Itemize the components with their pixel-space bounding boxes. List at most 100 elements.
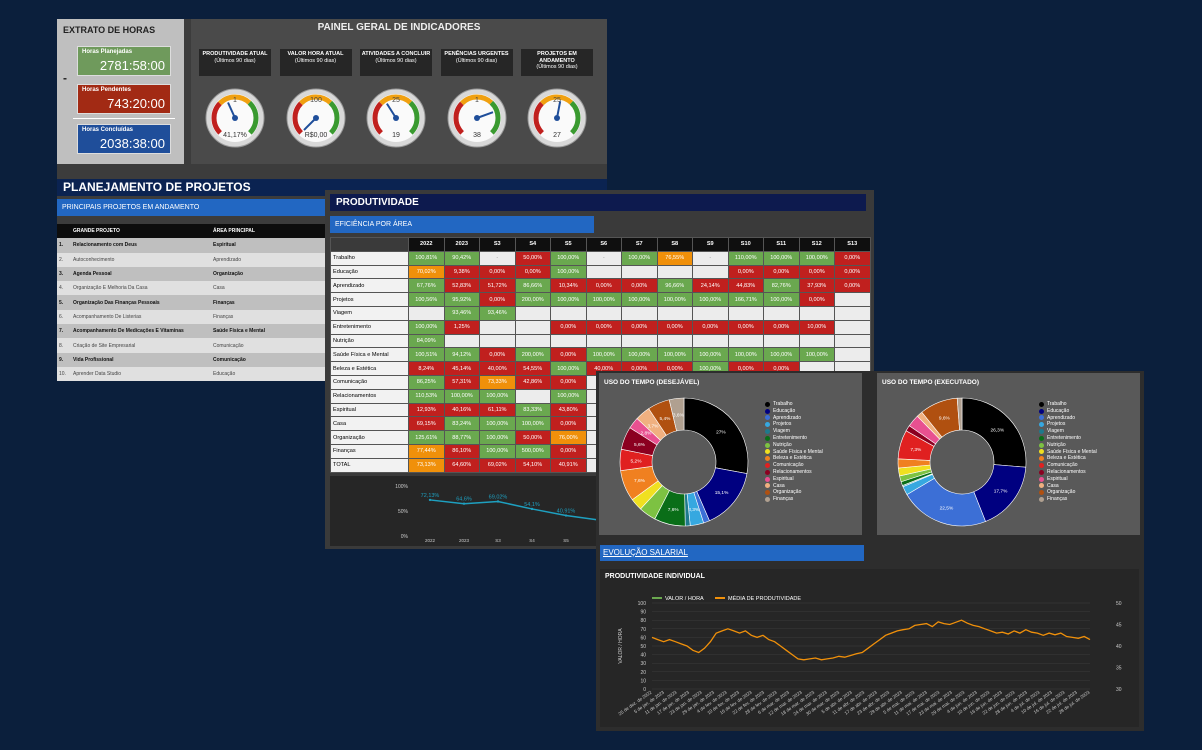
table-cell: 86,66% [514, 278, 551, 294]
gauge-value: 41,17% [223, 132, 247, 139]
table-cell: 42,86% [514, 374, 551, 390]
cell-area: Aprendizado [213, 256, 242, 263]
legend-swatch [1039, 490, 1044, 496]
legend-swatch [765, 483, 770, 489]
slice-label: 3,3% [688, 507, 700, 513]
horas-pendentes-card: Horas Pendentes 743:20:00 [77, 84, 171, 114]
column-header: 2022 [408, 237, 445, 252]
table-cell: 0,00% [585, 319, 622, 335]
table-cell: 100,00% [727, 347, 764, 363]
x-tick-label: 2023 [459, 538, 470, 543]
table-cell: 100,00% [656, 347, 693, 363]
donut-slice [668, 397, 685, 432]
table-cell: 83,24% [443, 416, 480, 432]
table-cell [834, 319, 871, 335]
table-cell: 43,80% [550, 402, 587, 418]
legend-label: Projetos [773, 421, 792, 428]
col-area: ÁREA PRINCIPAL [213, 228, 255, 235]
column-header: S12 [798, 237, 835, 252]
slice-label: 17,7% [994, 489, 1008, 495]
legend-label: Saúde Física e Mental [773, 448, 823, 455]
extrato-de-horas: EXTRATO DE HORAS Horas Planejadas 2781:5… [57, 19, 184, 164]
legend-label: Beleza e Estética [1047, 455, 1086, 462]
gauge-band [379, 94, 413, 106]
kpi-sub: (Últimos 90 dias) [214, 57, 256, 64]
cell-projeto: Autoconhecimento [73, 256, 115, 263]
table-cell [621, 264, 658, 280]
legend-label: Educação [773, 407, 796, 414]
table-cell: 50,00% [514, 250, 551, 266]
donut-slice [956, 397, 963, 431]
legend-label: Aprendizado [773, 414, 802, 421]
legend-swatch [1039, 449, 1044, 455]
row-label: Organização [330, 430, 409, 445]
row-label: Viagem [330, 305, 409, 321]
legend-label: Comunicação [1047, 462, 1078, 469]
legend-swatch [1039, 408, 1044, 414]
row-label: Saúde Física e Mental [330, 347, 409, 363]
table-cell [621, 333, 658, 349]
kpi-sub: (Últimos 90 dias) [375, 57, 417, 64]
table-cell [514, 388, 551, 404]
table-cell: 45,14% [443, 361, 480, 376]
table-cell [834, 305, 871, 321]
produtividade-individual-card: PRODUTIVIDADE INDIVIDUAL VALOR / HORA MÉD… [600, 569, 1139, 727]
uso-desejavel-donut: 27% 15,1% 3,3% 7,6% 7,6% 5,2% 5,6% 2,8% 3,7%5,4%… [619, 397, 749, 527]
legend-label: Relacionamentos [1047, 468, 1086, 475]
kpi-label: PRODUTIVIDADE ATUAL [202, 51, 268, 57]
slice-label: 26,3% [990, 427, 1004, 433]
table-cell: 52,83% [443, 278, 480, 294]
legend-swatch [765, 456, 770, 462]
table-cell: 100,00% [763, 292, 800, 307]
table-cell: 0,00% [550, 347, 587, 363]
gauge-band [489, 100, 500, 135]
table-cell: 10,00% [798, 319, 835, 335]
table-cell: 100,00% [763, 250, 800, 266]
legend-item: Saúde Física e Mental [765, 449, 823, 456]
table-cell: 100,00% [550, 388, 587, 404]
uso-executado-title: USO DO TEMPO (EXECUTADO) [882, 379, 980, 386]
table-cell [727, 305, 764, 321]
row-label: Trabalho [330, 250, 409, 266]
table-cell [692, 333, 729, 349]
legend-swatch [1039, 497, 1044, 503]
legend-swatch [1039, 456, 1044, 462]
table-cell: 95,92% [443, 292, 480, 307]
evolucao-salarial-link[interactable]: EVOLUÇÃO SALARIAL [600, 545, 864, 561]
legend-item: Comunicação [1039, 462, 1097, 469]
slice-label: 5,2% [631, 458, 643, 464]
y-left-tick: 80 [640, 618, 646, 624]
legend-label: Educação [1047, 407, 1070, 414]
table-cell: 100,51% [408, 347, 445, 363]
table-cell: 0,00% [479, 347, 516, 363]
gauge-band [453, 101, 464, 135]
x-tick-label: S3 [495, 538, 501, 543]
table-cell: 54,55% [514, 361, 551, 376]
column-header: S10 [727, 237, 764, 252]
legend-swatch [765, 401, 770, 407]
table-row: Trabalho 100,81% 90,42% -50,00% 100,00% -100,… [330, 250, 871, 266]
kpi-label: PROJETOS EM ANDAMENTO [537, 51, 577, 64]
cell-area: Comunicação [213, 342, 244, 349]
data-label: 69,02% [489, 494, 508, 500]
gauge-band [247, 100, 259, 135]
gauge-max: 100 [310, 97, 322, 104]
table-row: Viagem 93,46% 93,46% [330, 305, 871, 321]
table-cell: 40,00% [479, 361, 516, 376]
table-cell: 0,00% [727, 264, 764, 280]
table-cell [763, 305, 800, 321]
divider [73, 118, 175, 119]
legend-swatch [765, 415, 770, 421]
table-cell: 0,00% [550, 416, 587, 432]
table-cell: 0,00% [656, 319, 693, 335]
table-cell: - [585, 250, 622, 266]
legend-label-valor: VALOR / HORA [665, 596, 704, 602]
horas-pendentes-label: Horas Pendentes [82, 87, 132, 93]
legend-swatch [765, 469, 770, 475]
table-cell: 86,25% [408, 374, 445, 390]
painel-geral: PAINEL GERAL DE INDICADORES PRODUTIVIDAD… [191, 19, 607, 164]
table-cell: 0,00% [621, 278, 658, 294]
cell-projeto: Criação de Site Empresarial [73, 342, 136, 349]
table-cell: 100,00% [408, 319, 445, 335]
table-cell [479, 333, 516, 349]
